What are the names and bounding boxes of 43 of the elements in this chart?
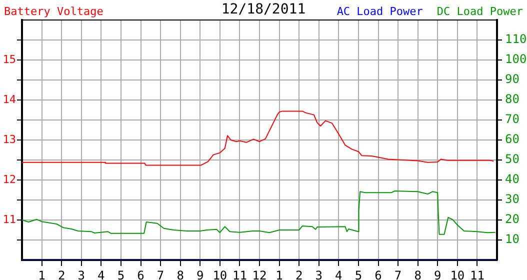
y2-tick-label: 100 [505,52,527,66]
y2-tick-label: 110 [505,32,527,46]
y-tick-label: 15 [2,52,16,66]
y-tick-label: 13 [2,132,16,146]
x-tick-label: 1 [276,268,283,280]
x-tick-label: 2 [295,268,303,280]
y2-tick-label: 40 [505,172,520,186]
y2-tick-label: 80 [505,92,520,106]
y-tick-label: 11 [2,212,16,226]
x-tick-label: 8 [414,268,422,280]
x-tick-label: 3 [315,268,322,280]
x-tick-label: 8 [176,268,184,280]
x-tick-label: 1 [38,268,46,280]
chart-title: 12/18/2011 [221,2,306,18]
y2-tick-label: 30 [505,192,520,206]
x-tick-label: 5 [354,268,362,280]
y-tick-label: 12 [2,172,16,186]
y2-tick-label: 60 [505,132,520,146]
x-tick-label: 6 [137,268,144,280]
x-tick-label: 2 [58,268,66,280]
y2-tick-label: 10 [505,232,520,246]
x-tick-label: 4 [335,268,342,280]
x-tick-label: 6 [374,268,382,280]
x-tick-label: 9 [434,268,442,280]
x-tick-label: 3 [78,268,85,280]
y2-tick-label: 50 [505,152,520,166]
x-tick-label: 9 [196,268,204,280]
y-tick-label: 14 [2,92,16,106]
text: AC Load Power [336,4,424,18]
x-tick-label: 10 [212,268,228,280]
text: DC Load Power [436,4,524,18]
x-tick-label: 4 [98,268,105,280]
y2-tick-label: 90 [505,72,520,86]
x-tick-label: 7 [156,268,164,280]
x-tick-label: 12 [252,268,267,280]
y2-tick-label: 70 [505,112,520,126]
text: Battery Voltage [4,4,104,18]
x-tick-label: 5 [117,268,125,280]
x-tick-label: 11 [470,268,484,280]
x-tick-label: 7 [394,268,402,280]
x-tick-label: 10 [450,268,465,280]
x-tick-label: 11 [232,268,247,280]
y2-tick-label: 20 [505,212,520,226]
